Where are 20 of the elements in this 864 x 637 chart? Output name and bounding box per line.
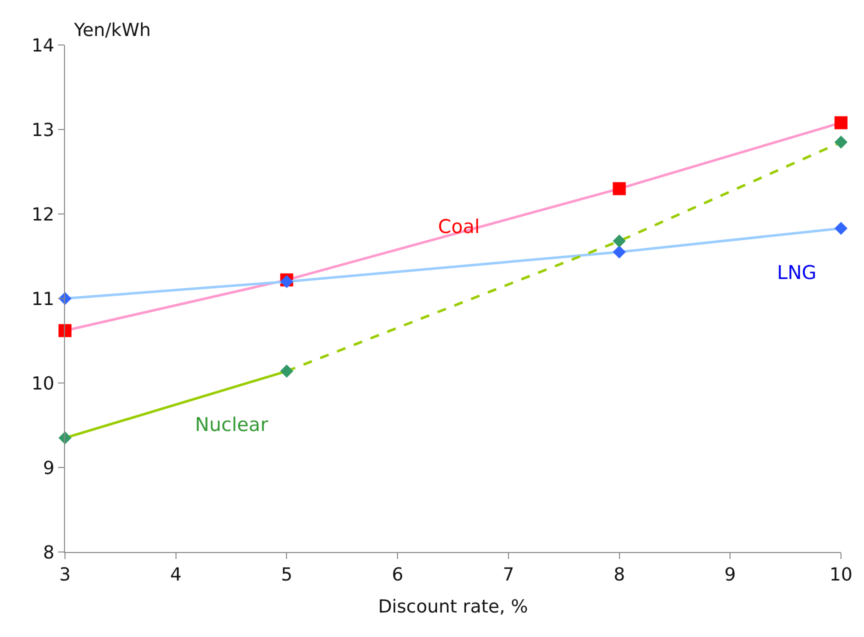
series-label: Nuclear [195, 414, 268, 436]
y-tick-label: 13 [31, 120, 54, 141]
y-tick-label: 8 [42, 542, 54, 564]
series-label: LNG [777, 262, 817, 284]
x-tick-label: 3 [59, 564, 71, 586]
y-axis-title: Yen/kWh [73, 20, 151, 41]
x-tick-label: 9 [724, 564, 736, 586]
series-label: Coal [438, 216, 480, 238]
y-tick-label: 10 [31, 373, 54, 394]
x-axis-title: Discount rate, % [378, 596, 528, 618]
x-tick-label: 8 [614, 564, 626, 586]
y-tick-label: 14 [31, 35, 54, 56]
x-tick-label: 4 [170, 564, 182, 586]
y-tick-label: 9 [42, 458, 54, 479]
x-tick-label: 7 [502, 564, 514, 586]
y-tick-label: 12 [31, 204, 54, 226]
x-tick-label: 6 [392, 564, 404, 586]
x-tick-label: 5 [280, 564, 292, 586]
y-tick-label: 11 [31, 288, 54, 310]
x-tick-label: 10 [830, 564, 852, 586]
